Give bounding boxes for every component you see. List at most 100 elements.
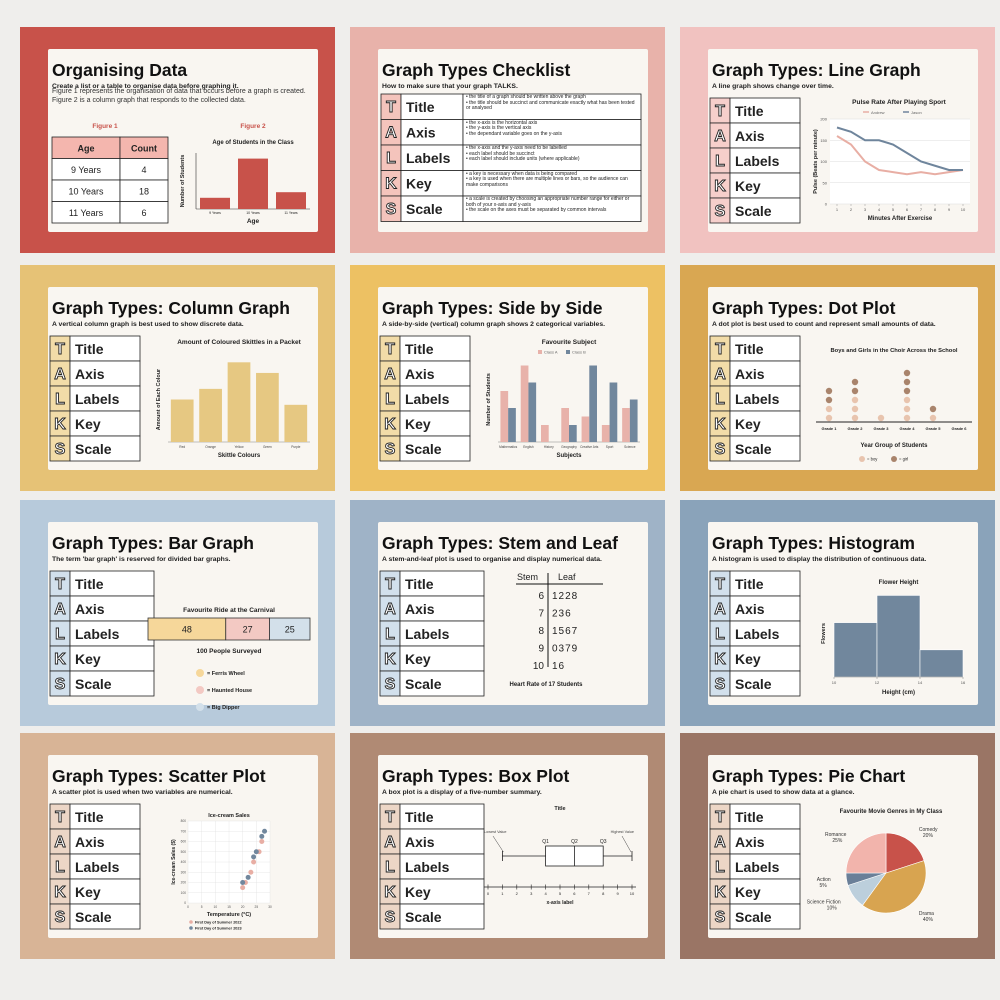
stem: 7 xyxy=(538,609,544,620)
y-tick-label: 100 xyxy=(820,159,827,164)
chart-title: Pulse Rate After Playing Sport xyxy=(852,99,947,106)
talks-letter: S xyxy=(386,201,397,218)
x-tick-label: Science xyxy=(624,445,636,449)
description-box: the x-axis and the y-axis need to be lab… xyxy=(463,145,641,171)
talks-word-cell xyxy=(729,645,801,672)
talks-word-cell xyxy=(729,122,801,149)
talks-word: Axis xyxy=(75,834,105,850)
legend-label: Class B xyxy=(572,350,586,355)
x-axis-label: Age xyxy=(247,218,260,225)
dot xyxy=(825,396,833,404)
talks-word: Key xyxy=(405,416,431,432)
talks-word: Scale xyxy=(405,909,442,925)
talks-word-cell xyxy=(69,903,141,930)
slice-value-label: 25% xyxy=(832,838,843,844)
scatter-point xyxy=(240,885,246,891)
talks-word-cell xyxy=(399,570,485,597)
talks-letter: S xyxy=(55,441,66,458)
x-tick-label: Grade 6 xyxy=(952,426,968,431)
talks-letter: S xyxy=(55,676,66,693)
chart-title: Age of Students in the Class xyxy=(212,140,294,146)
x-tick-label: Grade 4 xyxy=(900,426,916,431)
slice-label: Science Fiction xyxy=(807,900,841,906)
talks-word: Title xyxy=(405,809,434,825)
x-tick-label: Sport xyxy=(606,445,614,449)
talks-letter: K xyxy=(384,416,396,433)
talks-word: Axis xyxy=(735,601,765,617)
talks-letter: S xyxy=(715,676,726,693)
legend-label: = Ferris Wheel xyxy=(207,671,245,677)
talks-letter: S xyxy=(715,441,726,458)
talks-letter: K xyxy=(385,176,397,193)
x-tick-label: 10 xyxy=(832,680,837,685)
description-box: a scale is created by choosing an approp… xyxy=(463,196,641,222)
legend-label: Andrew xyxy=(871,110,885,115)
x-tick-label: 6 xyxy=(906,207,909,212)
talks-word: Axis xyxy=(405,601,435,617)
talks-letter: T xyxy=(385,341,395,358)
talks-letter: T xyxy=(715,576,725,593)
talks-word: Labels xyxy=(75,391,120,407)
chart-title: Flower Height xyxy=(879,580,919,586)
scatter-point xyxy=(253,849,259,855)
talks-letter: T xyxy=(385,809,395,826)
talks-word-cell xyxy=(399,803,485,830)
talks-word: Key xyxy=(406,176,432,192)
y-axis-label: Number of Students xyxy=(180,155,186,208)
description: the x-axis is the horizontal axisthe y-a… xyxy=(463,120,641,139)
y-tick-label: 800 xyxy=(181,819,187,823)
talks-letter: K xyxy=(714,178,726,195)
bar xyxy=(256,372,279,442)
chart-title: Favourite Subject xyxy=(542,339,597,346)
y-tick-label: 400 xyxy=(181,860,187,864)
talks-word-cell xyxy=(729,620,801,647)
talks-word: Labels xyxy=(735,153,780,169)
talks-letter: A xyxy=(384,834,396,851)
bullet: a scale is created by choosing an approp… xyxy=(466,196,638,208)
intro-text-box: Figure 1 represents the organisation of … xyxy=(52,88,306,104)
x-tick-label: 5 xyxy=(559,891,562,896)
talks-word: Scale xyxy=(735,203,772,219)
dot xyxy=(877,414,885,422)
x-tick-label: 10 Years xyxy=(246,211,260,215)
bar xyxy=(200,197,230,209)
talks-letter: K xyxy=(714,884,726,901)
legend-label: = girl xyxy=(899,457,908,462)
slide-subtitle: A histogram is used to display the distr… xyxy=(712,556,926,563)
x-tick-label: 30 xyxy=(268,905,272,909)
talks-word: Key xyxy=(735,884,761,900)
x-axis-label: Temperature (°C) xyxy=(207,912,251,918)
x-axis-label: Subjects xyxy=(556,453,582,459)
dot xyxy=(851,387,859,395)
talks-letter: K xyxy=(384,884,396,901)
slice-value-label: 5% xyxy=(819,883,827,889)
quartile-label: Q3 xyxy=(600,839,607,845)
talks-word-cell xyxy=(729,197,801,224)
y-tick-label: 0 xyxy=(825,202,828,207)
chart-note: 100 People Surveyed xyxy=(196,648,261,655)
x-tick-label: 3 xyxy=(530,891,533,896)
bullet: the y-axis is the vertical axis xyxy=(466,125,638,132)
figure-caption: Figure 2 xyxy=(240,123,266,130)
slice-value-label: 20% xyxy=(923,833,934,839)
pie-slice xyxy=(862,860,927,914)
x-tick-label: English xyxy=(523,445,534,449)
stem: 8 xyxy=(538,626,544,637)
stem: 10 xyxy=(533,661,545,672)
table-text: 6 xyxy=(141,208,146,218)
talks-word-cell xyxy=(729,853,801,880)
talks-letter: L xyxy=(715,391,725,408)
slide-title: Graph Types: Line Graph xyxy=(712,60,921,80)
legend-label: = Big Dipper xyxy=(207,705,240,711)
table-text: Count xyxy=(131,144,157,154)
description-box: a key is necessary when data is being co… xyxy=(463,171,641,197)
talks-word: Labels xyxy=(75,626,120,642)
talks-word-cell xyxy=(399,360,471,387)
table-cell xyxy=(119,201,169,224)
slide-title: Graph Types: Dot Plot xyxy=(712,298,896,318)
y-tick-label: 200 xyxy=(181,881,187,885)
talks-letter: A xyxy=(714,601,726,618)
dot xyxy=(903,387,911,395)
talks-letter: K xyxy=(54,651,66,668)
chart-title: Title xyxy=(554,806,565,812)
